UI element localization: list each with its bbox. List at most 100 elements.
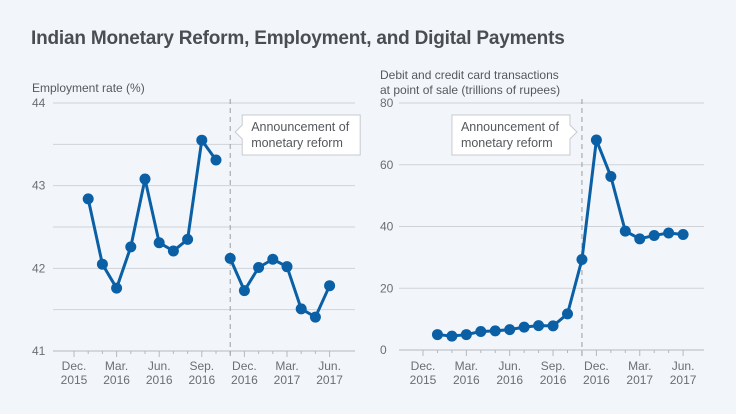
data-point: Feb 2016: 4.5 [446, 330, 458, 342]
x-tick-label: Dec. 2015 [61, 359, 88, 387]
data-point: Mar 2016: 41.76 [111, 282, 123, 294]
x-tick-label: Dec. 2016 [583, 359, 610, 387]
annotation-text: Announcement of [251, 120, 350, 134]
data-point: May 2016: 6.2 [489, 325, 501, 337]
x-tick-year: 2016 [188, 373, 215, 387]
x-tick-year: 2016 [453, 373, 480, 387]
data-point: Jan 2016: 42.84 [82, 193, 94, 205]
data-point: Oct 2016: 11.7 [562, 308, 573, 320]
data-point: Apr 2017: 41.51 [295, 303, 307, 315]
y-axis-title: Employment rate (%) [32, 81, 145, 95]
data-point: Oct 2016: 43.31 [210, 154, 222, 166]
x-tick-month: Jun. [318, 359, 341, 373]
x-tick-month: Sep. [541, 359, 566, 373]
y-tick-label: 41 [32, 344, 46, 358]
x-tick-month: Dec. [411, 359, 436, 373]
data-point: Mar 2016: 5 [460, 329, 472, 341]
x-tick-month: Sep. [189, 359, 214, 373]
x-tick-year: 2016 [583, 373, 610, 387]
x-tick-year: 2017 [626, 373, 653, 387]
annotation-box [451, 114, 578, 156]
series-line [437, 138, 684, 338]
x-tick-year: 2017 [316, 373, 343, 387]
x-tick-month: Mar. [628, 359, 651, 373]
x-tick-year: 2016 [231, 373, 258, 387]
data-point: Dec 2016: 41.73 [238, 285, 250, 297]
x-tick-label: Mar. 2017 [274, 359, 301, 387]
data-point: Mar 2017: 42.02 [281, 261, 293, 273]
x-tick-month: Jun. [148, 359, 171, 373]
y-tick-label: 60 [380, 158, 394, 172]
chart-title: Indian Monetary Reform, Employment, and … [31, 28, 565, 49]
x-tick-label: Mar. 2016 [103, 359, 130, 387]
x-tick-month: Dec. [232, 359, 257, 373]
x-tick-month: Dec. [62, 359, 87, 373]
data-point: Sep 2016: 43.55 [196, 134, 208, 146]
data-point: Jun 2017: 37.4 [677, 229, 689, 241]
data-point: Jun 2016: 6.6 [504, 324, 516, 336]
data-point: Jan 2017: 56.2 [605, 170, 617, 182]
x-tick-month: Dec. [584, 359, 609, 373]
y-axis-title: at point of sale (trillions of rupees) [380, 83, 560, 97]
x-tick-year: 2015 [61, 373, 88, 387]
y-tick-label: 20 [380, 281, 394, 295]
x-tick-label: Jun. 2016 [146, 359, 173, 387]
data-point: Apr 2016: 42.26 [125, 241, 137, 253]
x-tick-year: 2015 [410, 373, 437, 387]
x-tick-year: 2017 [274, 373, 301, 387]
data-point: Jun 2017: 41.79 [324, 280, 336, 292]
data-point: May 2016: 43.08 [139, 173, 151, 185]
data-point: Feb 2016: 42.05 [96, 258, 108, 270]
x-tick-month: Jun. [498, 359, 521, 373]
x-tick-label: Dec. 2016 [231, 359, 258, 387]
data-point: May 2017: 41.41 [309, 311, 321, 323]
x-tick-year: 2016 [146, 373, 173, 387]
x-tick-label: Jun. 2017 [670, 359, 697, 387]
data-point: Feb 2017: 42.11 [267, 253, 279, 265]
data-point: Aug 2016: 42.35 [182, 233, 194, 245]
x-tick-year: 2016 [496, 373, 523, 387]
data-point: Mar 2017: 36 [634, 233, 646, 245]
data-point: Feb 2017: 38.5 [619, 225, 631, 237]
data-point: Apr 2017: 37.1 [648, 229, 660, 241]
x-tick-label: Mar. 2017 [626, 359, 653, 387]
x-tick-month: Jun. [672, 359, 695, 373]
data-point: Apr 2016: 6 [475, 325, 487, 337]
annotation-text: monetary reform [461, 136, 553, 150]
annotation-text: Announcement of [461, 120, 560, 134]
x-tick-label: Sep. 2016 [188, 359, 215, 387]
y-axis-title: Debit and credit card transactions [380, 68, 559, 82]
data-point: Sep 2016: 7.8 [547, 320, 559, 332]
annotation-text: monetary reform [251, 136, 343, 150]
y-tick-label: 0 [380, 343, 387, 357]
y-tick-label: 80 [380, 96, 394, 110]
y-tick-label: 40 [380, 220, 394, 234]
y-tick-label: 44 [32, 96, 46, 110]
x-tick-label: Jun. 2016 [496, 359, 523, 387]
data-point: Jun 2016: 42.31 [153, 237, 165, 249]
x-tick-label: Jun. 2017 [316, 359, 343, 387]
data-point: Jul 2016: 42.21 [167, 245, 179, 257]
x-tick-year: 2017 [670, 373, 697, 387]
x-tick-year: 2016 [540, 373, 567, 387]
x-tick-year: 2016 [103, 373, 130, 387]
x-tick-month: Mar. [455, 359, 478, 373]
annotation-box [234, 114, 361, 156]
data-point: Nov 2016: 42.12 [224, 252, 236, 264]
data-point: Aug 2016: 7.9 [533, 320, 545, 332]
data-point: May 2017: 37.9 [663, 227, 675, 239]
x-tick-label: Dec. 2015 [410, 359, 437, 387]
data-point: Jul 2016: 7.4 [518, 321, 530, 333]
data-point: Dec 2016: 68 [590, 134, 602, 146]
x-tick-month: Mar. [105, 359, 128, 373]
series-line [86, 138, 218, 290]
y-tick-label: 42 [32, 261, 46, 275]
data-point: Jan 2016: 5 [431, 329, 443, 341]
x-tick-month: Mar. [275, 359, 298, 373]
data-point: Nov 2016: 29.3 [576, 254, 588, 266]
x-tick-label: Mar. 2016 [453, 359, 480, 387]
x-tick-label: Sep. 2016 [540, 359, 567, 387]
